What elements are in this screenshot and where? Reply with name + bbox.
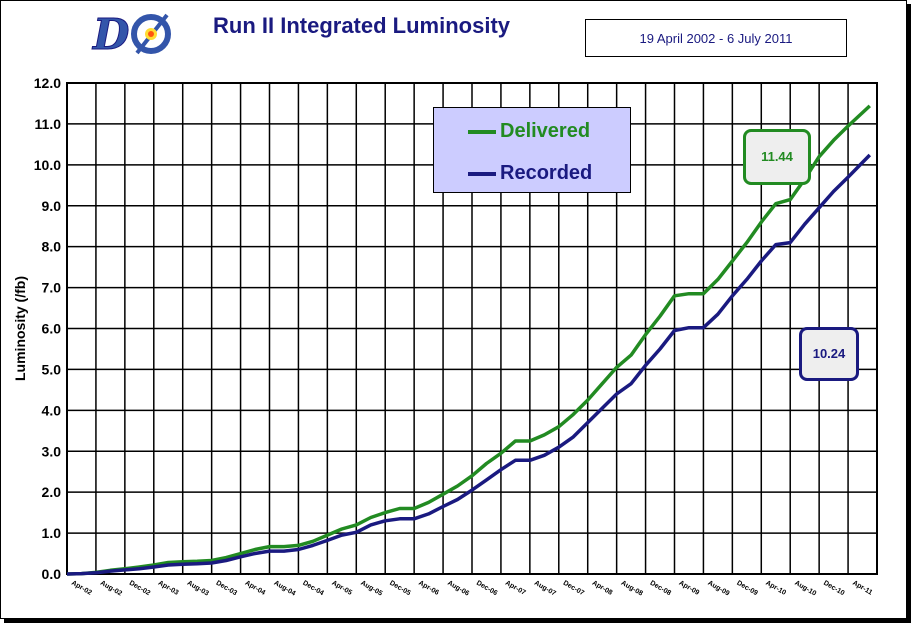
y-tick-label: 9.0 [42, 198, 62, 214]
callout-delivered-value: 11.44 [743, 129, 811, 185]
x-tick-label: Aug-08 [620, 580, 644, 598]
series-line-delivered [66, 104, 871, 576]
chart-title: Run II Integrated Luminosity [213, 13, 511, 38]
y-tick-label: 0.0 [42, 566, 62, 582]
chart-legend: Delivered Recorded [433, 107, 631, 193]
y-tick-label: 1.0 [42, 525, 62, 541]
legend-label-recorded: Recorded [500, 162, 593, 184]
x-tick-label: Dec-04 [301, 580, 324, 598]
x-tick-label: Apr-11 [851, 580, 873, 597]
x-tick-label: Apr-02 [70, 580, 93, 597]
x-tick-label: Apr-05 [330, 580, 353, 597]
callout-recorded-value: 10.24 [799, 327, 859, 381]
x-tick-label: Apr-10 [764, 580, 787, 597]
d0-logo: D [92, 10, 171, 57]
x-tick-label: Aug-04 [273, 580, 297, 598]
x-tick-label: Apr-06 [417, 580, 440, 597]
y-tick-label: 2.0 [42, 484, 62, 500]
legend-label-delivered: Delivered [500, 120, 591, 142]
x-tick-label: Apr-03 [157, 580, 180, 597]
y-axis-label: Luminosity (/fb) [12, 276, 28, 381]
x-tick-label: Dec-03 [215, 580, 238, 598]
y-tick-label: 8.0 [42, 239, 62, 255]
x-tick-label: Dec-05 [388, 580, 411, 598]
x-tick-label: Apr-08 [591, 580, 614, 597]
x-tick-label: Apr-07 [504, 580, 527, 597]
y-tick-label: 10.0 [34, 157, 61, 173]
x-tick-label: Aug-03 [186, 580, 210, 598]
y-tick-label: 7.0 [42, 280, 62, 296]
x-tick-label: Apr-09 [678, 580, 701, 597]
legend-swatch-recorded [468, 171, 496, 176]
x-tick-label: Dec-09 [735, 580, 758, 598]
x-tick-label: Dec-08 [649, 580, 672, 598]
y-tick-label: 3.0 [42, 443, 62, 459]
x-tick-label: Dec-10 [822, 580, 845, 598]
x-tick-label: Aug-07 [533, 580, 557, 598]
x-tick-label: Dec-02 [128, 580, 151, 598]
x-tick-label: Aug-10 [793, 580, 817, 598]
y-tick-label: 12.0 [34, 75, 61, 91]
date-range-box: 19 April 2002 - 6 July 2011 [585, 19, 847, 57]
y-tick-label: 5.0 [42, 361, 62, 377]
y-tick-label: 4.0 [42, 402, 62, 418]
x-tick-label: Aug-02 [99, 580, 123, 598]
series-line-recorded [66, 153, 872, 576]
legend-swatch-delivered [468, 129, 496, 134]
legend-item-recorded: Recorded [468, 162, 592, 185]
x-tick-label: Aug-06 [446, 580, 470, 598]
x-tick-label: Dec-07 [562, 580, 585, 598]
y-tick-label: 11.0 [35, 116, 62, 132]
x-tick-label: Apr-04 [244, 580, 267, 597]
x-tick-label: Aug-05 [359, 580, 383, 598]
legend-item-delivered: Delivered [468, 120, 590, 143]
svg-text:D: D [92, 10, 130, 57]
plot-area-border [66, 82, 878, 575]
x-tick-label: Aug-09 [706, 580, 730, 598]
y-tick-label: 6.0 [42, 321, 62, 337]
x-tick-label: Dec-06 [475, 580, 498, 598]
